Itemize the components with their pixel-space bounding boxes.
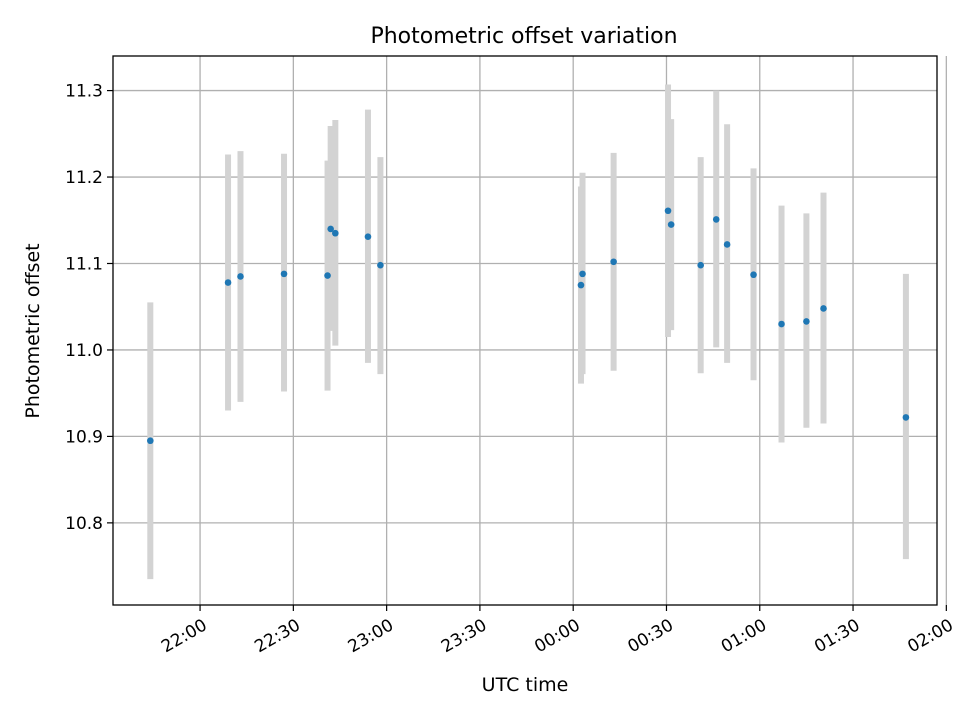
data-point bbox=[820, 305, 827, 312]
x-tick-label: 23:00 bbox=[345, 615, 397, 657]
x-tick-label: 02:00 bbox=[904, 615, 956, 657]
errorbar-layer bbox=[147, 84, 909, 580]
data-point bbox=[667, 221, 675, 228]
x-tick-label: 01:00 bbox=[718, 615, 770, 657]
x-tick-label: 22:00 bbox=[158, 615, 210, 657]
x-axis-label: UTC time bbox=[482, 674, 569, 696]
y-tick-label: 11.2 bbox=[65, 168, 103, 188]
data-point bbox=[712, 216, 720, 223]
data-point bbox=[778, 320, 785, 328]
data-point bbox=[324, 272, 331, 279]
data-point bbox=[364, 233, 372, 240]
data-point bbox=[902, 414, 910, 421]
data-point bbox=[332, 229, 339, 237]
y-tick-label: 10.8 bbox=[65, 514, 103, 534]
marker-layer bbox=[147, 207, 910, 445]
data-point bbox=[723, 241, 731, 248]
data-point bbox=[803, 318, 810, 325]
y-tick-label: 11.3 bbox=[65, 82, 103, 102]
chart-title: Photometric offset variation bbox=[370, 24, 677, 49]
data-point bbox=[697, 261, 704, 269]
data-point bbox=[577, 281, 585, 289]
x-tick-label: 00:30 bbox=[625, 615, 677, 657]
data-point bbox=[237, 273, 244, 280]
x-tick-label: 01:30 bbox=[811, 615, 863, 657]
y-tick-label: 11.0 bbox=[65, 341, 103, 361]
data-point bbox=[147, 437, 154, 445]
data-point bbox=[280, 270, 288, 278]
plot-frame bbox=[112, 55, 938, 606]
data-point bbox=[750, 271, 757, 279]
y-tick-label: 10.9 bbox=[65, 427, 103, 447]
data-point bbox=[610, 258, 617, 266]
data-point bbox=[224, 279, 232, 286]
data-point bbox=[377, 261, 384, 269]
x-tick-label: 22:30 bbox=[251, 615, 303, 657]
data-point bbox=[327, 225, 334, 233]
x-tick-label: 23:30 bbox=[438, 615, 490, 657]
data-point bbox=[664, 207, 672, 215]
x-tick-label: 00:00 bbox=[531, 615, 583, 657]
data-point bbox=[579, 270, 586, 278]
y-tick-label: 11.1 bbox=[65, 254, 103, 274]
y-axis-label: Photometric offset bbox=[22, 243, 44, 418]
